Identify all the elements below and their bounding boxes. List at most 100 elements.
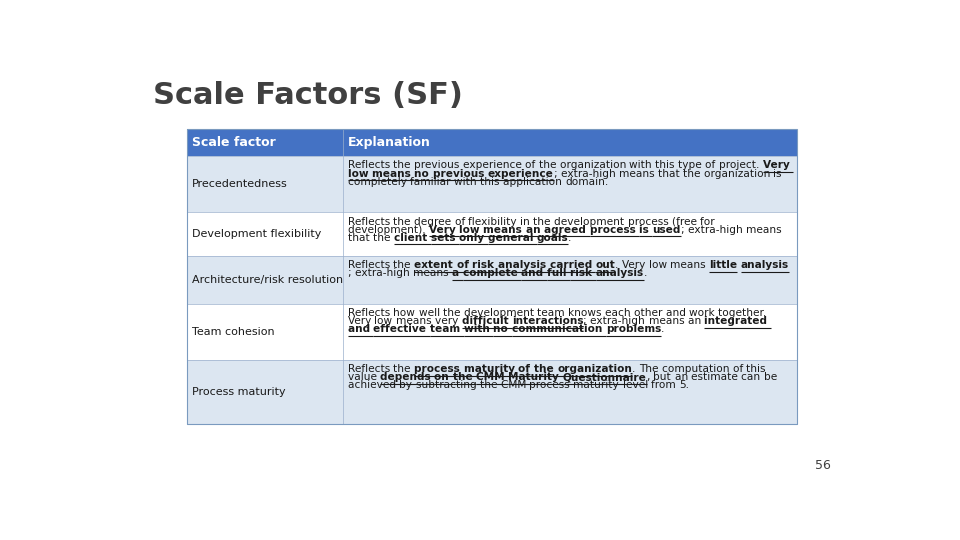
Text: how: how	[394, 308, 419, 318]
Text: no: no	[415, 168, 433, 179]
Text: (free: (free	[672, 217, 701, 227]
Text: little: little	[709, 260, 737, 270]
Text: Scale factor: Scale factor	[192, 136, 276, 149]
Text: and: and	[666, 308, 689, 318]
Text: goals: goals	[537, 233, 568, 243]
Text: this: this	[656, 160, 679, 171]
Text: communication: communication	[512, 324, 606, 334]
Text: work: work	[689, 308, 718, 318]
Text: means: means	[396, 316, 435, 326]
Text: used: used	[653, 225, 681, 235]
Text: the: the	[372, 233, 394, 243]
Text: Explanation: Explanation	[348, 136, 431, 149]
Text: sets: sets	[431, 233, 459, 243]
Text: only: only	[459, 233, 488, 243]
Text: Reflects: Reflects	[348, 308, 394, 318]
Text: integrated: integrated	[705, 316, 771, 326]
Text: of: of	[525, 160, 539, 171]
Text: of: of	[732, 364, 746, 374]
Text: analysis: analysis	[741, 260, 789, 270]
Text: extra-high: extra-high	[355, 268, 413, 278]
Text: Questionnaire: Questionnaire	[563, 372, 647, 382]
Text: Reflects: Reflects	[348, 217, 394, 227]
Text: .: .	[633, 364, 639, 374]
Text: flexibility: flexibility	[468, 217, 520, 227]
Text: application: application	[503, 177, 565, 187]
Text: The: The	[639, 364, 661, 374]
Text: .: .	[568, 233, 572, 243]
Text: low: low	[649, 260, 670, 270]
Text: of: of	[518, 364, 534, 374]
Text: together.: together.	[718, 308, 770, 318]
Text: the: the	[394, 160, 414, 171]
Text: type: type	[679, 160, 706, 171]
Text: domain.: domain.	[565, 177, 609, 187]
Text: the: the	[394, 364, 414, 374]
Text: team: team	[538, 308, 568, 318]
Text: development).: development).	[348, 225, 429, 235]
Text: ;: ;	[348, 268, 355, 278]
Text: the: the	[444, 308, 464, 318]
Text: low: low	[348, 168, 372, 179]
Text: ,: ,	[647, 372, 654, 382]
Text: depends: depends	[380, 372, 434, 382]
Text: means: means	[649, 316, 687, 326]
Text: maturity: maturity	[573, 380, 623, 390]
Text: 5.: 5.	[680, 380, 689, 390]
Text: extra-high: extra-high	[590, 316, 649, 326]
Bar	[187, 256, 797, 304]
Text: analysis: analysis	[498, 260, 550, 270]
Text: ;: ;	[681, 225, 687, 235]
Text: Very: Very	[348, 316, 374, 326]
Text: the: the	[683, 168, 704, 179]
Text: risk: risk	[570, 268, 595, 278]
Bar	[187, 129, 797, 424]
Text: no: no	[493, 324, 512, 334]
Text: Very: Very	[429, 225, 459, 235]
Text: .: .	[661, 324, 664, 334]
Text: means: means	[619, 168, 658, 179]
Text: agreed: agreed	[544, 225, 589, 235]
Text: familiar: familiar	[410, 177, 454, 187]
Text: team: team	[430, 324, 464, 334]
Text: subtracting: subtracting	[416, 380, 480, 390]
Text: the: the	[394, 260, 414, 270]
Text: extra-high: extra-high	[687, 225, 746, 235]
Text: difficult: difficult	[462, 316, 512, 326]
Bar	[187, 129, 797, 156]
Text: process: process	[414, 364, 464, 374]
Text: experience: experience	[488, 168, 554, 179]
Text: extent: extent	[414, 260, 457, 270]
Text: the: the	[394, 217, 414, 227]
Text: and: and	[521, 268, 547, 278]
Text: is: is	[774, 168, 785, 179]
Text: process: process	[589, 225, 639, 235]
Text: an: an	[675, 372, 691, 382]
Text: CMM: CMM	[500, 380, 529, 390]
Text: risk: risk	[472, 260, 498, 270]
Text: ;: ;	[584, 316, 590, 326]
Text: and: and	[348, 324, 373, 334]
Text: process: process	[628, 217, 672, 227]
Text: Very: Very	[622, 260, 649, 270]
Text: general: general	[488, 233, 537, 243]
Text: interactions: interactions	[512, 316, 584, 326]
Text: with: with	[630, 160, 656, 171]
Bar	[187, 360, 797, 424]
Text: means: means	[372, 168, 415, 179]
Text: low: low	[459, 225, 484, 235]
Text: with: with	[464, 324, 493, 334]
Text: organization: organization	[558, 364, 633, 374]
Text: this: this	[480, 177, 503, 187]
Text: experience: experience	[463, 160, 525, 171]
Text: .: .	[644, 268, 647, 278]
Bar	[187, 212, 797, 256]
Text: achieved: achieved	[348, 380, 399, 390]
Text: analysis: analysis	[595, 268, 644, 278]
Text: effective: effective	[373, 324, 430, 334]
Text: Development flexibility: Development flexibility	[192, 230, 322, 239]
Text: Maturity: Maturity	[509, 372, 563, 382]
Text: process: process	[529, 380, 573, 390]
Text: development: development	[464, 308, 538, 318]
Bar	[187, 156, 797, 212]
